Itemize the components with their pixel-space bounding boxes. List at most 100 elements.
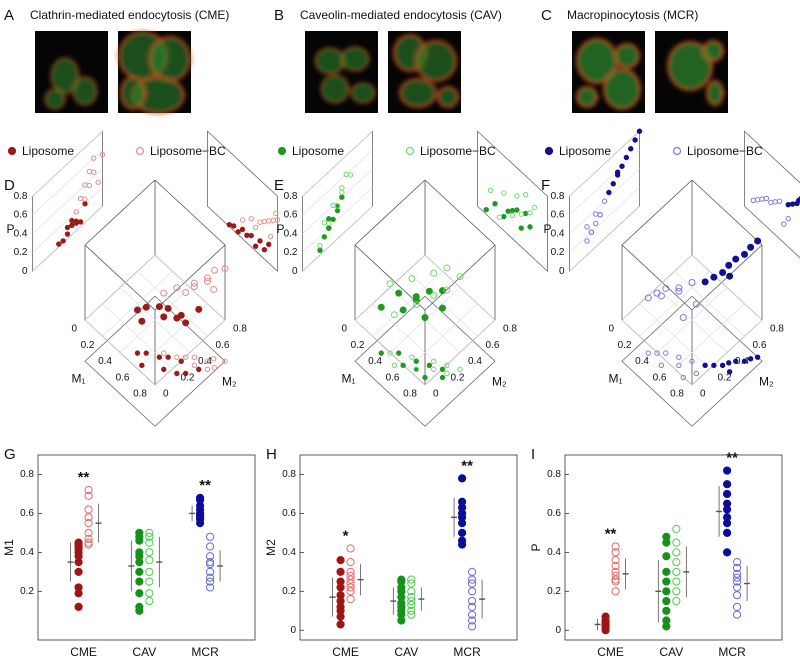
micrograph bbox=[305, 31, 378, 113]
point-3d bbox=[378, 304, 384, 310]
x-tick-label: CAV bbox=[132, 645, 156, 659]
grid-line bbox=[570, 188, 640, 253]
x-tick-label: 0.4 bbox=[98, 356, 112, 367]
cell bbox=[707, 81, 723, 105]
point-projection bbox=[183, 371, 187, 375]
point-projection bbox=[249, 217, 253, 221]
point-projection bbox=[519, 226, 523, 230]
x-tick-label: 0.6 bbox=[386, 372, 400, 383]
point-projection bbox=[497, 215, 501, 219]
point-projection bbox=[397, 351, 401, 355]
point-3d bbox=[212, 267, 218, 273]
point-projection bbox=[523, 192, 527, 196]
x-tick-label: CME bbox=[332, 645, 359, 659]
legend-label: Liposome bbox=[22, 144, 74, 158]
data-point bbox=[206, 560, 213, 567]
y-tick-label: 0.8 bbox=[770, 324, 784, 335]
point-projection bbox=[212, 366, 216, 370]
grid-line bbox=[303, 188, 373, 253]
point-projection bbox=[720, 363, 724, 367]
x-tick-label: 0.2 bbox=[351, 340, 365, 351]
data-point bbox=[723, 490, 730, 497]
y-axis-label: P bbox=[529, 543, 543, 551]
panel-letter: B bbox=[274, 7, 284, 24]
point-projection bbox=[245, 233, 249, 237]
point-3d bbox=[755, 238, 761, 244]
z-tick-label: 0 bbox=[292, 266, 298, 277]
data-point bbox=[673, 597, 680, 604]
point-projection bbox=[249, 233, 253, 237]
axes-box bbox=[565, 455, 782, 640]
point-3d bbox=[196, 306, 202, 312]
significance-mark: ** bbox=[605, 525, 617, 542]
point-3d bbox=[183, 320, 189, 326]
point-projection bbox=[445, 371, 449, 375]
data-point bbox=[196, 520, 203, 527]
point-projection bbox=[502, 214, 506, 218]
data-point bbox=[458, 475, 465, 482]
point-projection bbox=[327, 217, 331, 221]
z-axis-label: P bbox=[277, 222, 285, 236]
point-projection bbox=[340, 195, 344, 199]
y-axis-label: M₂ bbox=[492, 375, 507, 389]
x-tick-label: 0.4 bbox=[368, 356, 382, 367]
x-tick-label: MCR bbox=[453, 645, 481, 659]
point-projection bbox=[340, 190, 344, 194]
point-projection bbox=[197, 367, 201, 371]
point-3d bbox=[400, 307, 406, 313]
cell bbox=[400, 79, 436, 107]
x-tick-label: 0.4 bbox=[635, 356, 649, 367]
legend-marker bbox=[407, 148, 414, 155]
point-projection bbox=[440, 375, 444, 379]
legend-marker bbox=[279, 148, 286, 155]
data-point bbox=[468, 580, 475, 587]
data-point bbox=[75, 568, 82, 575]
data-point bbox=[733, 611, 740, 618]
data-point bbox=[723, 520, 730, 527]
point-projection bbox=[232, 224, 236, 228]
point-3d bbox=[689, 280, 695, 286]
data-point bbox=[398, 617, 405, 624]
point-3d bbox=[211, 286, 217, 292]
data-point bbox=[75, 559, 82, 566]
point-projection bbox=[519, 212, 523, 216]
panel-letter: I bbox=[531, 446, 535, 463]
point-projection bbox=[790, 202, 794, 206]
point-projection bbox=[340, 186, 344, 190]
panel-title: Caveolin-mediated endocytosis (CAV) bbox=[300, 8, 502, 22]
point-3d bbox=[444, 265, 450, 271]
point-projection bbox=[432, 359, 436, 363]
y-tick-label: 0.4 bbox=[468, 356, 482, 367]
legend-marker bbox=[674, 148, 681, 155]
point-projection bbox=[748, 357, 752, 361]
data-point bbox=[146, 597, 153, 604]
micrograph bbox=[655, 31, 728, 113]
data-point bbox=[723, 549, 730, 556]
point-3d bbox=[680, 315, 686, 321]
z-tick-label: 0.2 bbox=[284, 247, 298, 258]
point-3d bbox=[422, 315, 428, 321]
cell bbox=[703, 41, 723, 61]
data-point bbox=[663, 607, 670, 614]
point-3d bbox=[165, 305, 171, 311]
x-tick-label: CME bbox=[597, 645, 624, 659]
cell bbox=[577, 87, 597, 107]
y-tick-label: 0.8 bbox=[282, 469, 296, 480]
y-tick-label: 0.6 bbox=[20, 508, 34, 519]
legend-label: Liposome−BC bbox=[150, 144, 226, 158]
point-3d bbox=[727, 273, 733, 279]
point-3d bbox=[431, 270, 437, 276]
significance-mark: ** bbox=[78, 469, 90, 486]
point-projection bbox=[769, 200, 773, 204]
point-projection bbox=[271, 218, 275, 222]
data-point bbox=[723, 529, 730, 536]
point-projection bbox=[78, 196, 82, 200]
point-projection bbox=[401, 363, 405, 367]
point-projection bbox=[240, 218, 244, 222]
point-3d bbox=[726, 262, 732, 268]
point-3d bbox=[658, 293, 664, 299]
point-projection bbox=[624, 155, 628, 159]
point-projection bbox=[410, 355, 414, 359]
data-point bbox=[146, 578, 153, 585]
